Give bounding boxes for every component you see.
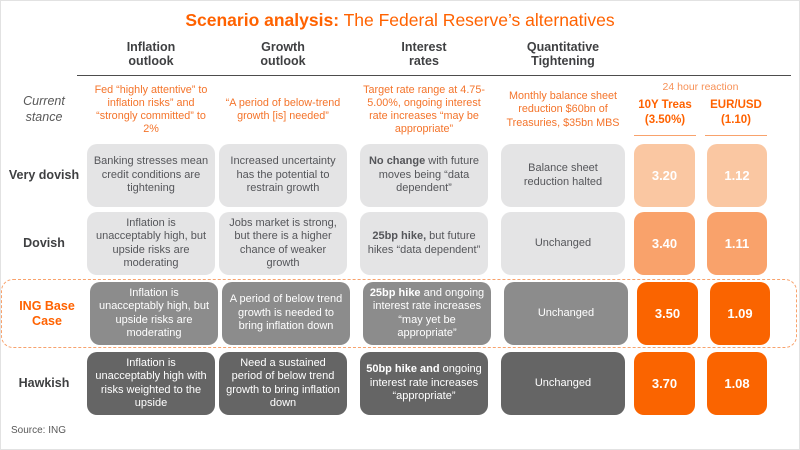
row-label-dovish: Dovish [23,236,65,250]
reaction-col-10y-name: 10Y Treas [638,99,692,111]
title-rest: The Federal Reserve’s alternatives [339,10,615,30]
very-dovish-growth-cell: Increased uncertainty has the potential … [219,144,347,207]
reaction-columns: 10Y Treas (3.50%) EUR/USD (1.10) [634,98,767,136]
rates-rest-text: with future moves being “data dependent” [378,155,480,195]
very-dovish-inflation-cell: Banking stresses mean credit conditions … [87,144,215,207]
reaction-header: 24 hour reaction 10Y Treas (3.50%) EUR/U… [634,79,767,141]
column-header-interest-rates: Interest rates [401,39,447,68]
hawkish-rates-cell: 50bp hike and ongoing interest rate incr… [360,352,488,415]
reaction-col-eurusd: EUR/USD (1.10) [705,98,767,136]
rates-bold-text: No change [368,155,426,168]
hawkish-eurusd-value: 1.08 [707,352,767,415]
scenario-row-hawkish: Hawkish Inflation is unacceptably high w… [1,352,799,415]
column-header-growth-outlook: Growth outlook [260,39,306,68]
rates-rest-text: and ongoing interest rate increases “may… [372,286,485,339]
rates-bold-text: 50bp hike and [366,363,440,376]
column-header-quantitative-tightening: Quantitative Tightening [526,39,600,68]
row-label-very-dovish: Very dovish [8,168,80,182]
hawkish-growth-cell: Need a sustained period of below trend g… [219,352,347,415]
dovish-growth-cell: Jobs market is strong, but there is a hi… [219,212,347,275]
base-case-qt-cell: Unchanged [504,282,628,345]
page-title: Scenario analysis: The Federal Reserve’s… [1,10,799,31]
base-case-rates-cell: 25bp hike and ongoing interest rate incr… [363,282,491,345]
hawkish-qt-cell: Unchanged [501,352,625,415]
very-dovish-eurusd-value: 1.12 [707,144,767,207]
very-dovish-qt-cell: Balance sheet reduction halted [501,144,625,207]
column-header-inflation-outlook: Inflation outlook [126,39,176,68]
dovish-rates-cell: 25bp hike, but future hikes “data depend… [360,212,488,275]
source-note: Source: ING [11,425,67,436]
reaction-col-eurusd-current: (1.10) [720,113,752,126]
scenario-row-very-dovish: Very dovish Banking stresses mean credit… [1,144,799,207]
dovish-qt-cell: Unchanged [501,212,625,275]
row-label-ing-base-case: ING Base Case [19,298,75,328]
dovish-10y-value: 3.40 [634,212,695,275]
reaction-col-10y-treas: 10Y Treas (3.50%) [634,98,696,136]
rates-rest-text: ongoing interest rate increases “appropr… [369,363,482,403]
base-case-eurusd-value: 1.09 [710,282,770,345]
ing-base-case-highlight-border: ING Base Case Inflation is unacceptably … [1,279,797,348]
reaction-title: 24 hour reaction [662,81,739,93]
column-header-row: Inflation outlook Growth outlook Interes… [1,37,799,71]
title-lead: Scenario analysis: [185,10,340,30]
very-dovish-10y-value: 3.20 [634,144,695,207]
dovish-eurusd-value: 1.11 [707,212,767,275]
very-dovish-rates-cell: No change with future moves being “data … [360,144,488,207]
base-case-inflation-cell: Inflation is unacceptably high, but upsi… [90,282,218,345]
reaction-col-10y-current: (3.50%) [644,113,686,126]
rates-rest-text: but future hikes “data dependent” [367,230,481,256]
current-stance-label: Current stance [23,94,65,124]
hawkish-inflation-cell: Inflation is unacceptably high with risk… [87,352,215,415]
current-stance-qt: Monthly balance sheet reduction $60bn of… [506,90,620,129]
scenario-row-ing-base-case: ING Base Case Inflation is unacceptably … [4,282,794,345]
current-stance-inflation: Fed “highly attentive” to inflation risk… [94,83,208,136]
hawkish-10y-value: 3.70 [634,352,695,415]
reaction-col-eurusd-name: EUR/USD [710,99,762,111]
current-stance-growth: “A period of below-trend growth [is] nee… [225,96,341,122]
header-divider [77,75,791,76]
current-stance-row: Current stance Fed “highly attentive” to… [1,79,799,141]
row-label-hawkish: Hawkish [18,376,70,390]
dovish-inflation-cell: Inflation is unacceptably high, but upsi… [87,212,215,275]
current-stance-rates: Target rate range at 4.75-5.00%, ongoing… [363,83,485,136]
rates-bold-text: 25bp hike [369,286,421,299]
scenario-row-dovish: Dovish Inflation is unacceptably high, b… [1,212,799,275]
base-case-10y-value: 3.50 [637,282,698,345]
rates-bold-text: 25bp hike, [372,230,427,243]
base-case-growth-cell: A period of below trend growth is needed… [222,282,350,345]
